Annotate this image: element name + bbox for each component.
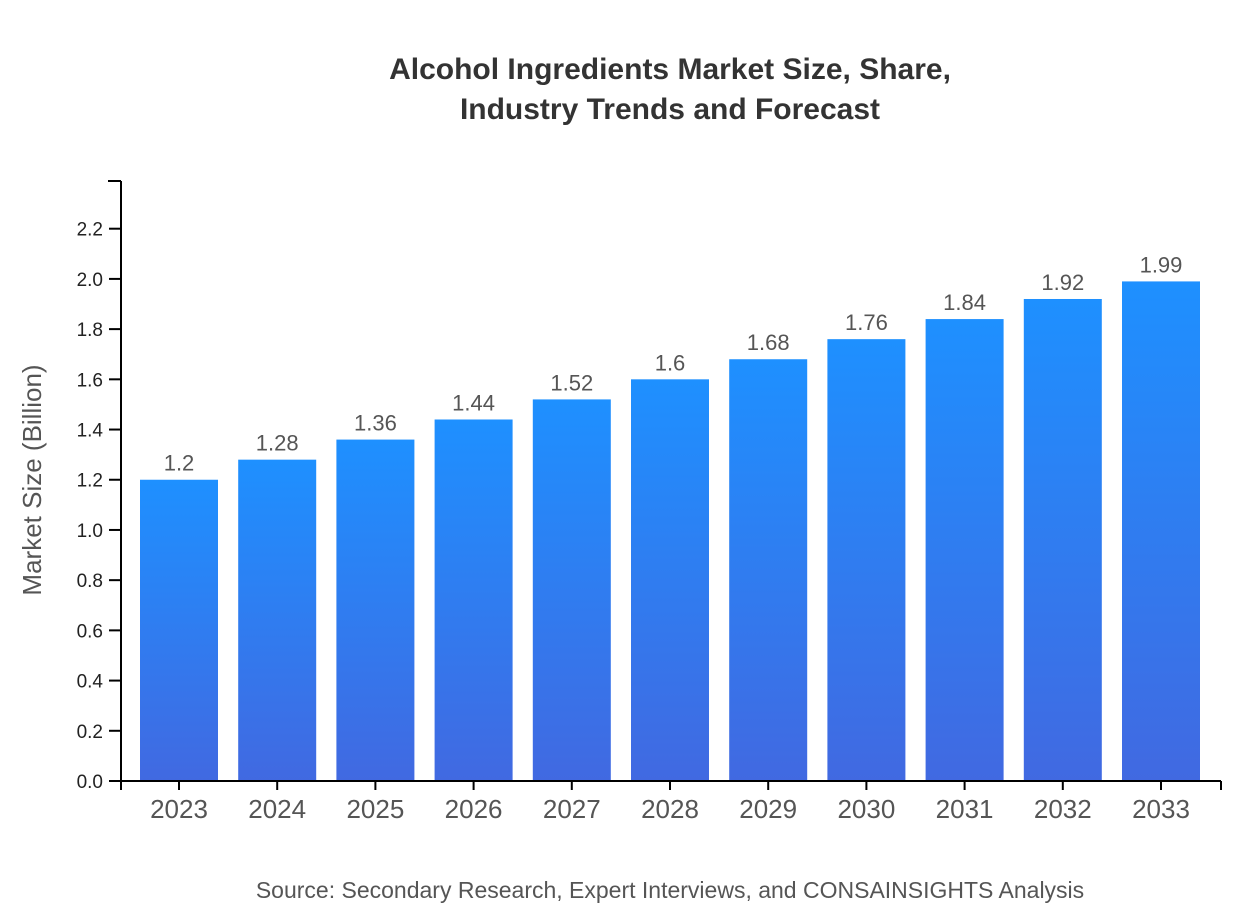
- y-tick-label-1.6: 1.6: [77, 370, 103, 391]
- x-tick-label-2028: 2028: [641, 794, 699, 824]
- data-label-2031: 1.84: [943, 290, 986, 315]
- x-tick-label-2025: 2025: [346, 794, 404, 824]
- x-tick-label-2026: 2026: [445, 794, 503, 824]
- data-label-2033: 1.99: [1140, 252, 1183, 277]
- bar-2031: [925, 319, 1004, 781]
- bar-2028: [631, 379, 709, 781]
- x-tick-label-2030: 2030: [837, 794, 895, 824]
- data-label-2027: 1.52: [550, 370, 593, 395]
- data-label-2030: 1.76: [845, 310, 888, 335]
- bar-2024: [238, 459, 317, 781]
- y-tick-label-0.6: 0.6: [77, 621, 103, 642]
- data-label-2023: 1.2: [164, 451, 195, 476]
- chart-title-line-1: Alcohol Ingredients Market Size, Share,: [389, 53, 951, 86]
- y-tick-label-2.0: 2.0: [77, 270, 103, 291]
- data-label-2032: 1.92: [1041, 270, 1084, 295]
- bar-2033: [1122, 281, 1200, 781]
- x-tick-label-2029: 2029: [739, 794, 797, 824]
- data-label-2024: 1.28: [256, 431, 299, 456]
- y-tick-label-2.2: 2.2: [77, 220, 103, 241]
- y-tick-label-1.8: 1.8: [77, 320, 103, 341]
- bar-2027: [532, 399, 611, 781]
- x-tick-label-2027: 2027: [543, 794, 601, 824]
- bar-2025: [336, 439, 415, 781]
- y-tick-label-0.0: 0.0: [77, 772, 103, 793]
- x-tick-label-2024: 2024: [248, 794, 306, 824]
- chart-title-line-2: Industry Trends and Forecast: [459, 93, 881, 126]
- y-tick-label-1.2: 1.2: [77, 471, 103, 492]
- data-label-2029: 1.68: [747, 330, 790, 355]
- bar-2026: [434, 419, 513, 781]
- data-label-2026: 1.44: [452, 390, 495, 415]
- x-tick-label-2033: 2033: [1132, 794, 1190, 824]
- y-tick-label-0.8: 0.8: [77, 571, 103, 592]
- chart-title: Alcohol Ingredients Market Size, Share, …: [0, 50, 1260, 130]
- y-tick-label-1.0: 1.0: [77, 521, 103, 542]
- bar-2032: [1023, 298, 1102, 781]
- data-label-2025: 1.36: [354, 411, 397, 436]
- y-tick-label-0.2: 0.2: [77, 722, 103, 743]
- x-tick-label-2032: 2032: [1034, 794, 1092, 824]
- y-tick-label-1.4: 1.4: [77, 421, 104, 442]
- x-tick-label-2023: 2023: [150, 794, 208, 824]
- bar-2029: [729, 359, 808, 781]
- bar-2030: [827, 339, 906, 781]
- data-label-2028: 1.6: [655, 350, 686, 375]
- x-tick-label-2031: 2031: [936, 794, 994, 824]
- bar-2023: [140, 479, 218, 781]
- source-note: Source: Secondary Research, Expert Inter…: [255, 877, 1085, 903]
- y-tick-label-0.4: 0.4: [77, 672, 104, 693]
- y-axis-label: Market Size (Billion): [17, 364, 47, 595]
